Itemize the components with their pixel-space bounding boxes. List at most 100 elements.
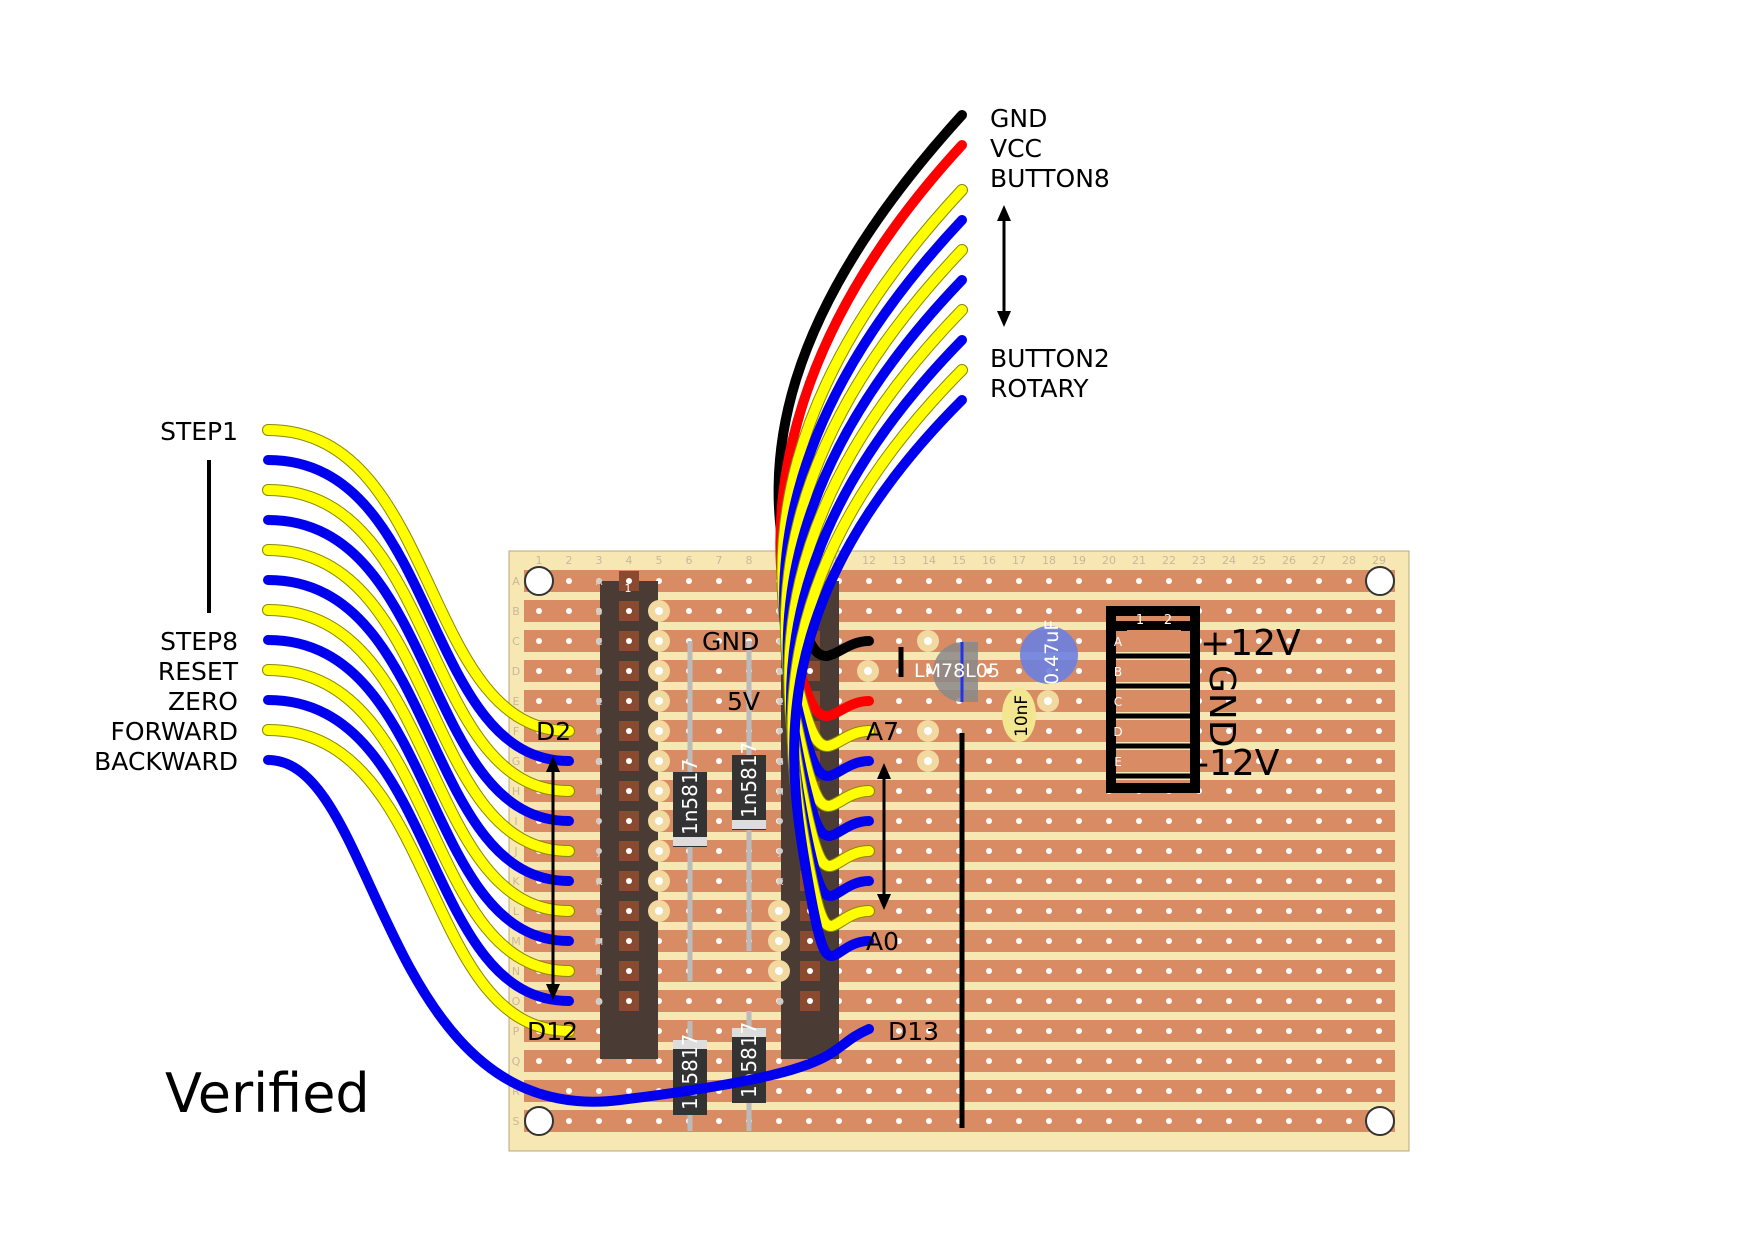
strip-hole [626,1088,632,1094]
strip-hole [926,818,932,824]
strip-hole [866,1118,872,1124]
strip-hole [926,1058,932,1064]
header-pin-hole [596,968,602,974]
mounting-holes [524,566,1395,1136]
strip-hole [896,1088,902,1094]
header-pin-label: L [596,907,602,918]
strip-hole [1346,698,1352,704]
strip-hole [716,818,722,824]
label-step8: STEP8 [160,627,238,656]
strip-hole [536,608,542,614]
diode-d2-label: 1n5817 [737,742,761,818]
left-wire-6 [263,575,574,886]
strip-hole [1316,998,1322,1004]
strip-hole [1316,788,1322,794]
strip-hole [1346,908,1352,914]
row-labels: A B C D E F G H I J K L M N O P Q R S [511,575,521,1128]
strip-hole [1226,728,1232,734]
strip-hole [1226,878,1232,884]
strip-hole [1226,668,1232,674]
strip-hole [1076,1058,1082,1064]
column-label: 28 [1342,554,1356,567]
strip-hole [1376,938,1382,944]
strip-hole [1136,578,1142,584]
strip-hole [536,698,542,704]
strip-hole [1166,908,1172,914]
header-pin-hole [596,938,602,944]
power-header-pin [1127,690,1181,712]
strip-hole [746,968,752,974]
left-wire-4 [263,515,574,826]
solder-pad-hole [655,607,663,615]
strip-hole [1316,968,1322,974]
solder-pad-hole [655,817,663,825]
strip-hole [986,758,992,764]
row-label: O [512,995,521,1008]
strip-hole [1256,668,1262,674]
strip-hole [1316,1088,1322,1094]
header-pin1-label: 1 [625,582,632,595]
header-pin-hole [777,998,783,1004]
strip-hole [836,1088,842,1094]
strip-hole [1286,638,1292,644]
strip-hole [1046,1088,1052,1094]
strip-hole [1226,788,1232,794]
header-pin-hole [626,788,632,794]
left-wire-3 [263,485,574,796]
strip-hole [986,848,992,854]
header-pin-hole [777,878,783,884]
label-d2: D2 [536,717,571,746]
header-pin-hole [777,818,783,824]
strip-hole [1316,578,1322,584]
strip-hole [596,1088,602,1094]
column-label: 8 [746,554,753,567]
strip-hole [1136,1118,1142,1124]
strip-hole [566,698,572,704]
header-pin-hole [596,608,602,614]
strip-hole [1256,638,1262,644]
header-pin-label: C [777,637,784,648]
diode-d2-body [732,755,766,830]
strip-hole [1346,848,1352,854]
strip-hole [1286,728,1292,734]
strip-hole [1376,698,1382,704]
label-minus12v: -12V [1196,743,1280,784]
strip-hole [626,1058,632,1064]
diode-d4: 1n5817 [732,1011,766,1131]
header-pin-label: C [596,637,603,648]
strip-hole [1226,758,1232,764]
strip-hole [986,608,992,614]
strip-hole [1376,608,1382,614]
column-label: 1 [536,554,543,567]
row-label: L [513,905,520,918]
strip-hole [1166,998,1172,1004]
header-pin-label: F [777,727,783,738]
header-pin-hole [777,848,783,854]
strip-hole [836,1118,842,1124]
strip-hole [926,1088,932,1094]
strip-hole [1046,608,1052,614]
left-wire-2 [263,455,574,766]
strip-hole [1346,878,1352,884]
column-label: 15 [952,554,966,567]
diode-d4-band [732,1028,766,1037]
strip-hole [866,1088,872,1094]
header-pin-hole [596,998,602,1004]
strip-hole [1046,578,1052,584]
strip-hole [1286,1028,1292,1034]
column-label: 26 [1282,554,1296,567]
strip-hole [1376,1028,1382,1034]
header-pin-label: D [595,667,603,678]
power-header-row-label: E [1114,755,1122,769]
solder-pad-hole [775,937,783,945]
pad [924,727,932,735]
strip-hole [986,1118,992,1124]
column-label: 17 [1012,554,1026,567]
strip-hole [1286,908,1292,914]
range-arrow-buttons [997,205,1011,327]
header-pin-label: I [598,817,601,828]
strip-hole [926,1118,932,1124]
label-reset: RESET [158,657,239,686]
header-pin-label: I [779,817,782,828]
strip-hole [1076,728,1082,734]
